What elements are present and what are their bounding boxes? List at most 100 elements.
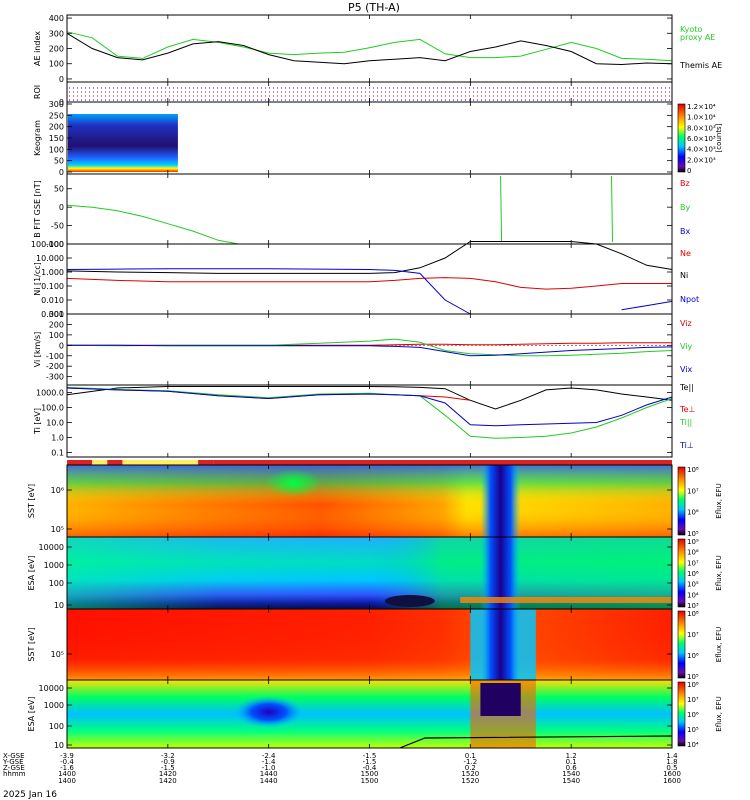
esa-ion-colorbar-label: Eflux, EFU (715, 696, 723, 731)
axis-row-value: -0.4 (363, 764, 377, 772)
density-ytick-label: 1.000 (41, 268, 64, 277)
sst-ion-ylabel: SST [eV] (27, 627, 36, 661)
esa-ion-notch (480, 683, 521, 716)
keogram-colorbar-tick: 0 (687, 167, 691, 175)
esa-ion-image (67, 680, 672, 748)
density-legend-npot: Npot (680, 295, 699, 304)
axis-row-label: Z-GSE (3, 764, 25, 772)
sst-ion-colorbar-tick: 10⁵ (687, 673, 699, 681)
esa-electron-ylabel: ESA [eV] (27, 556, 36, 591)
axis-row-value: 1540 (562, 770, 580, 778)
time-tick-label: 1520 (461, 777, 479, 785)
esa-electron-colorbar-tick: 10⁸ (687, 549, 699, 557)
time-tick-label: 1420 (159, 777, 177, 785)
axis-row-value: 1.4 (666, 752, 678, 760)
axis-row-value: -1.5 (161, 764, 175, 772)
axis-row-value: 0.1 (566, 758, 577, 766)
keogram-colorbar-tick: 2.0×10³ (687, 156, 716, 164)
velocity-legend-vix: Vix (680, 365, 693, 374)
bfield-ytick-label: 0 (59, 203, 64, 212)
bfield-by-spike (611, 175, 613, 243)
esa-ion-ytick-label: 10000 (39, 684, 64, 693)
velocity-ytick-label: 200 (49, 320, 64, 329)
axis-row-value: 1.8 (666, 758, 677, 766)
esa-electron-band (460, 597, 672, 603)
esa-ion-ylabel: ESA [eV] (27, 697, 36, 732)
sst-ion-colorbar-tick: 10⁷ (687, 631, 699, 639)
esa-electron-colorbar-tick: 10⁵ (687, 581, 699, 589)
axis-row-value: -3.9 (60, 752, 74, 760)
ae-ytick-label: 300 (49, 29, 64, 38)
esa-ion-ytick-label: 10 (54, 741, 64, 750)
ae-legend-label: Kyoto (680, 25, 702, 34)
esa-ion-colorbar (677, 681, 686, 747)
esa-electron-colorbar-tick: 10⁴ (687, 591, 699, 599)
esa-electron-ytick-label: 1000 (44, 561, 64, 570)
axis-row-value: -1.5 (363, 758, 377, 766)
sst-ion-colorbar-tick: 10⁶ (687, 652, 699, 660)
esa-ion-feature (233, 696, 304, 728)
esa-electron-colorbar-label: Eflux, EFU (715, 555, 723, 590)
keogram-ytick-label: 250 (49, 111, 64, 120)
time-tick-label: 1600 (663, 777, 681, 785)
temperature-ytick-label: 0.1 (51, 449, 64, 458)
esa-ion-colorbar-tick: 10⁶ (687, 711, 699, 719)
mode-bar-segment (92, 460, 108, 465)
temperature-ytick-label: 1.0 (51, 434, 64, 443)
velocity-series-vix (67, 344, 673, 357)
ae-ytick-label: 0 (59, 75, 64, 84)
mode-bar-segment (198, 460, 214, 465)
axis-row-value: -1.0 (262, 764, 276, 772)
axis-row-label: hhmm (3, 770, 26, 778)
density-ytick-label: 100.000 (31, 240, 64, 249)
bfield-by-spike (500, 175, 503, 243)
bfield-ytick-label: 50 (54, 185, 64, 194)
axis-row-value: -1.2 (463, 758, 477, 766)
keogram-ytick-label: 200 (49, 123, 64, 132)
esa-ion-ytick-label: 100 (49, 722, 64, 731)
mode-bar-segment (67, 460, 93, 465)
esa-electron-feature (384, 595, 435, 607)
esa-electron-ytick-label: 10 (54, 601, 64, 610)
density-ylabel: Ni [1/cc] (33, 262, 42, 296)
ae-ytick-label: 200 (49, 45, 64, 54)
sst-electron-ytick-label: 10⁶ (51, 486, 64, 495)
date-label: 2025 Jan 16 (3, 790, 57, 800)
temperature-ytick-label: 100.0 (41, 404, 64, 413)
time-tick-label: 1400 (58, 777, 76, 785)
esa-electron-colorbar (677, 538, 686, 608)
mode-bar-segment (107, 460, 123, 465)
axis-row-value: -3.2 (161, 752, 175, 760)
ae-frame (66, 14, 673, 83)
time-axis-table: X-GSE -3.9 -3.2 -2.4 -1.5 0.1 1.2 1.4Y-GSE -0.4-… (2, 752, 681, 785)
velocity-ytick-label: 100 (49, 331, 64, 340)
esa-electron-colorbar-tick: 10⁹ (687, 538, 699, 546)
bfield-legend-bz: Bz (680, 179, 690, 188)
sst-electron-colorbar-tick: 10⁵ (687, 530, 699, 538)
axis-row-value: 0.5 (666, 764, 677, 772)
ae-series-kyoto (66, 31, 673, 62)
sst-ion-colorbar-label: Eflux, EFU (715, 627, 723, 662)
temperature-frame (66, 384, 673, 458)
velocity-ytick-label: -200 (46, 362, 64, 371)
temperature-legend-1: Te⊥ (679, 405, 695, 414)
axis-row-value: -2.4 (262, 752, 276, 760)
density-series-npot (66, 268, 673, 315)
velocity-ytick-label: -300 (46, 373, 64, 382)
esa-electron-ytick-label: 10000 (39, 543, 64, 552)
temperature-series-3 (66, 387, 673, 427)
axis-row-value: 1.2 (566, 752, 577, 760)
time-tick-label: 1500 (361, 777, 379, 785)
keogram-ytick-label: 100 (49, 145, 64, 154)
density-ytick-label: 0.100 (41, 282, 64, 291)
ae-legend-label: proxy AE (680, 33, 715, 42)
keogram-ytick-label: 0 (59, 168, 64, 177)
axis-row-value: -1.5 (363, 752, 377, 760)
sst-electron-colorbar-label: Eflux, EFU (715, 483, 723, 518)
esa-electron-ytick-label: 100 (49, 579, 64, 588)
temperature-ylabel: Ti [eV] (33, 408, 42, 435)
keogram-colorbar-label: [counts] (715, 123, 723, 152)
velocity-ytick-label: -100 (46, 352, 64, 361)
axis-row-value: 0.6 (566, 764, 578, 772)
